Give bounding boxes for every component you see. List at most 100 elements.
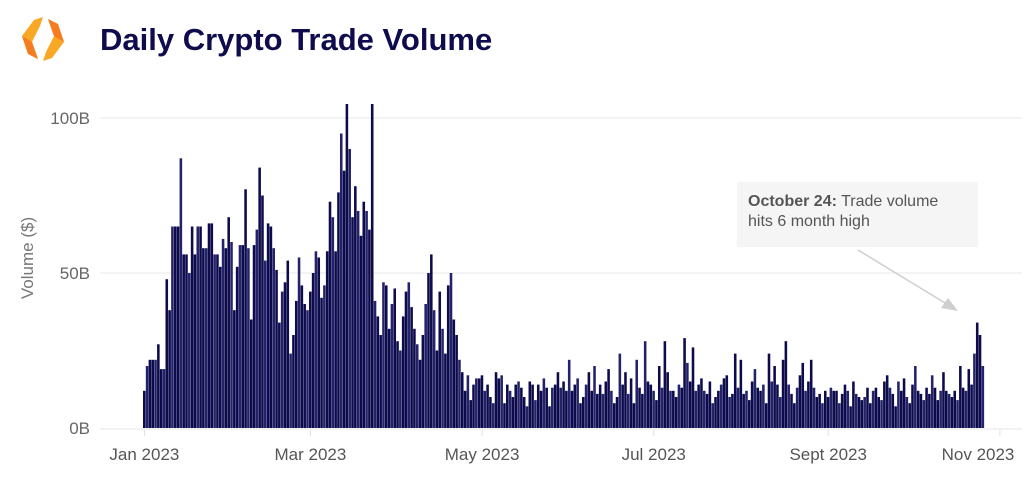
bar: [511, 397, 515, 428]
bar: [908, 403, 911, 428]
bar: [387, 328, 391, 428]
bar: [356, 211, 360, 428]
bar: [705, 393, 709, 428]
bar: [722, 378, 726, 428]
bar: [826, 397, 830, 428]
bar: [914, 366, 917, 428]
annotation-callout: October 24: Trade volume hits 6 month hi…: [737, 182, 978, 247]
bar: [210, 223, 214, 428]
bar: [655, 400, 658, 428]
bar: [933, 387, 937, 428]
bar: [218, 266, 222, 428]
bar: [207, 223, 211, 428]
bar: [953, 390, 956, 428]
bar: [266, 223, 270, 428]
bar: [455, 335, 458, 428]
bar: [376, 316, 380, 428]
bar: [854, 393, 858, 428]
bar: [739, 359, 743, 428]
bar: [559, 387, 563, 428]
bar: [154, 359, 157, 428]
bar: [728, 397, 731, 428]
bar: [143, 390, 146, 428]
annotation-date: October 24:: [748, 193, 837, 210]
bar: [604, 381, 608, 428]
bar: [649, 384, 653, 428]
bar: [421, 335, 425, 428]
bar: [919, 393, 923, 428]
bar: [460, 372, 464, 428]
bar: [190, 226, 194, 428]
bar: [956, 400, 959, 428]
bar: [745, 390, 748, 428]
bar: [778, 397, 782, 428]
bar: [227, 217, 230, 428]
bar: [750, 381, 754, 428]
bar: [489, 397, 492, 428]
bar: [449, 273, 453, 428]
bar: [241, 245, 245, 428]
bar: [942, 372, 945, 428]
annotation-text: Trade volume hits 6 month high: [748, 193, 939, 230]
y-tick-label: 50B: [60, 264, 90, 283]
bar: [939, 390, 942, 428]
bar: [866, 387, 869, 428]
bar: [536, 384, 540, 428]
bar: [373, 300, 377, 428]
bar: [534, 400, 537, 428]
bar: [618, 353, 622, 428]
bar: [894, 406, 897, 428]
bar: [162, 369, 166, 428]
bar: [652, 390, 655, 428]
bar: [593, 366, 596, 428]
bar: [897, 381, 900, 428]
bar: [584, 384, 588, 428]
bar: [562, 381, 565, 428]
bar: [477, 378, 481, 428]
bar: [964, 390, 968, 428]
bar: [444, 353, 447, 428]
bar: [480, 375, 484, 428]
bar: [168, 310, 171, 428]
logo-right-accent: [48, 19, 64, 42]
bar: [708, 381, 712, 428]
bar: [486, 384, 489, 428]
bar: [145, 366, 149, 428]
bar: [247, 248, 250, 428]
bar: [365, 211, 368, 428]
bar: [548, 406, 551, 428]
bar: [385, 285, 388, 428]
bar: [683, 338, 686, 428]
bar: [179, 158, 183, 429]
bar: [472, 384, 475, 428]
bar: [967, 369, 971, 428]
bar: [204, 248, 208, 428]
bar: [579, 403, 582, 428]
bar: [292, 335, 295, 428]
x-tick-label: Mar 2023: [275, 445, 347, 464]
bar: [379, 335, 382, 428]
bar: [697, 384, 700, 428]
bar: [680, 387, 684, 428]
bar: [947, 393, 951, 428]
bar: [731, 393, 734, 428]
bar: [171, 226, 174, 428]
bar: [393, 288, 397, 428]
bar: [899, 390, 903, 428]
bar: [581, 397, 585, 428]
bar: [823, 390, 827, 428]
bar: [936, 400, 940, 428]
bar: [157, 344, 160, 428]
bar: [309, 291, 312, 428]
bar: [289, 353, 292, 428]
bar: [871, 390, 875, 428]
bar: [832, 390, 835, 428]
x-tick-label: Nov 2023: [942, 445, 1015, 464]
y-axis-ticks: 0B 50B 100B: [50, 109, 90, 438]
bar: [596, 393, 599, 428]
bar: [202, 248, 205, 428]
bar: [196, 226, 200, 428]
bar: [351, 217, 354, 428]
bar: [666, 372, 669, 428]
x-tick-label: Sept 2023: [789, 445, 867, 464]
